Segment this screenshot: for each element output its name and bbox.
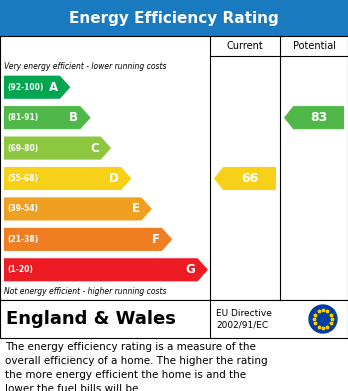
Text: (1-20): (1-20) — [7, 265, 33, 274]
Text: Current: Current — [227, 41, 263, 51]
Text: (81-91): (81-91) — [7, 113, 38, 122]
Text: (55-68): (55-68) — [7, 174, 38, 183]
Text: G: G — [186, 263, 196, 276]
Text: 83: 83 — [310, 111, 327, 124]
Polygon shape — [4, 75, 70, 99]
Polygon shape — [4, 197, 152, 221]
Text: C: C — [90, 142, 99, 154]
Text: Potential: Potential — [293, 41, 335, 51]
Polygon shape — [214, 167, 276, 190]
Text: The energy efficiency rating is a measure of the
overall efficiency of a home. T: The energy efficiency rating is a measur… — [5, 342, 268, 391]
Polygon shape — [4, 136, 111, 160]
Text: (39-54): (39-54) — [7, 204, 38, 213]
Polygon shape — [4, 228, 172, 251]
Bar — [0, 36, 348, 300]
Bar — [0, 0, 348, 36]
Polygon shape — [4, 106, 91, 129]
Text: Energy Efficiency Rating: Energy Efficiency Rating — [69, 11, 279, 25]
Text: B: B — [69, 111, 78, 124]
Text: (21-38): (21-38) — [7, 235, 38, 244]
Bar — [0, 300, 348, 338]
Text: EU Directive
2002/91/EC: EU Directive 2002/91/EC — [216, 308, 272, 329]
Text: D: D — [109, 172, 119, 185]
Text: Very energy efficient - lower running costs: Very energy efficient - lower running co… — [4, 62, 166, 71]
Text: 66: 66 — [241, 172, 258, 185]
Text: England & Wales: England & Wales — [6, 310, 176, 328]
Text: F: F — [152, 233, 160, 246]
Polygon shape — [4, 258, 208, 282]
Text: Not energy efficient - higher running costs: Not energy efficient - higher running co… — [4, 287, 166, 296]
Text: (69-80): (69-80) — [7, 143, 38, 152]
Circle shape — [309, 305, 337, 333]
Polygon shape — [284, 106, 344, 129]
Text: (92-100): (92-100) — [7, 83, 44, 92]
Text: A: A — [49, 81, 58, 94]
Polygon shape — [4, 167, 132, 190]
Text: E: E — [132, 203, 140, 215]
